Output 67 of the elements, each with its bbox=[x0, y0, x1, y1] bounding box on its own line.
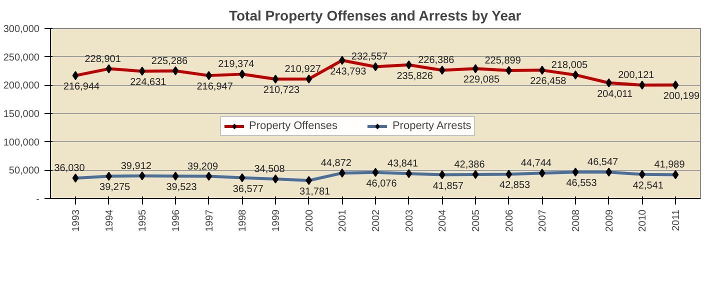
y-tick-label: 50,000 bbox=[8, 166, 40, 177]
data-label: 36,577 bbox=[232, 184, 264, 195]
data-label: 226,386 bbox=[418, 55, 455, 66]
data-label: 224,631 bbox=[130, 77, 167, 88]
data-label: 226,458 bbox=[530, 76, 567, 88]
x-tick-label: 2002 bbox=[371, 209, 382, 232]
data-label: 42,541 bbox=[632, 180, 664, 192]
y-tick-label: - bbox=[36, 194, 40, 205]
x-tick-label: 1998 bbox=[238, 209, 249, 232]
x-tick-label: 2001 bbox=[338, 209, 349, 232]
x-tick-label: 2007 bbox=[538, 209, 549, 232]
x-tick-label: 2006 bbox=[504, 209, 516, 232]
x-tick-label: 1999 bbox=[271, 209, 282, 232]
data-label: 39,275 bbox=[100, 182, 131, 194]
data-label: 43,841 bbox=[388, 158, 419, 170]
x-tick-label: 2011 bbox=[671, 209, 682, 232]
data-label: 210,927 bbox=[284, 64, 322, 75]
chart-title: Total Property Offenses and Arrests by Year bbox=[228, 8, 522, 24]
x-tick-label: 1996 bbox=[171, 209, 182, 232]
data-label: 42,853 bbox=[500, 180, 531, 192]
data-label: 218,005 bbox=[551, 60, 588, 71]
data-label: 44,744 bbox=[520, 158, 552, 170]
x-tick-label: 2009 bbox=[604, 209, 616, 232]
x-tick-label: 2004 bbox=[438, 209, 449, 232]
data-label: 232,557 bbox=[351, 52, 388, 63]
data-label: 46,547 bbox=[588, 157, 619, 168]
data-label: 225,286 bbox=[151, 56, 188, 67]
data-label: 235,826 bbox=[396, 70, 434, 82]
data-label: 31,781 bbox=[300, 186, 331, 198]
data-label: 200,121 bbox=[618, 70, 655, 82]
x-tick-label: 1993 bbox=[71, 209, 82, 232]
data-label: 200,199 bbox=[663, 91, 700, 102]
data-label: 39,912 bbox=[120, 160, 152, 172]
data-label: 46,553 bbox=[566, 178, 598, 190]
data-label: 243,793 bbox=[330, 66, 367, 78]
data-label: 216,947 bbox=[196, 82, 234, 93]
data-label: 41,989 bbox=[654, 160, 686, 171]
y-tick-label: 200,000 bbox=[3, 80, 40, 92]
data-label: 34,508 bbox=[254, 164, 286, 175]
data-label: 46,076 bbox=[366, 178, 398, 190]
x-tick-label: 1994 bbox=[104, 209, 116, 232]
x-tick-label: 2010 bbox=[638, 209, 649, 232]
data-label: 219,374 bbox=[218, 59, 255, 70]
x-tick-label: 1995 bbox=[138, 209, 149, 232]
data-label: 229,085 bbox=[463, 74, 500, 86]
data-label: 216,944 bbox=[63, 82, 100, 93]
y-tick-label: 250,000 bbox=[3, 52, 40, 64]
data-label: 36,030 bbox=[54, 163, 86, 174]
data-label: 39,209 bbox=[188, 161, 219, 172]
x-tick-label: 1997 bbox=[204, 209, 216, 232]
x-tick-label: 2005 bbox=[471, 209, 482, 232]
x-tick-label: 2000 bbox=[304, 209, 316, 232]
legend-label: Property Offenses bbox=[249, 120, 338, 132]
data-label: 42,386 bbox=[454, 159, 486, 170]
y-tick-label: 150,000 bbox=[3, 109, 40, 120]
data-label: 225,899 bbox=[484, 55, 522, 66]
x-tick-label: 2008 bbox=[571, 209, 582, 232]
legend-label: Property Arrests bbox=[392, 120, 472, 132]
x-tick-label: 2003 bbox=[404, 209, 416, 232]
data-label: 44,872 bbox=[320, 158, 352, 170]
data-label: 210,723 bbox=[263, 85, 300, 96]
data-label: 204,011 bbox=[597, 88, 633, 100]
data-label: 39,523 bbox=[166, 182, 198, 194]
y-tick-label: 300,000 bbox=[3, 24, 40, 35]
data-label: 228,901 bbox=[84, 54, 122, 65]
data-label: 41,857 bbox=[432, 180, 464, 192]
y-tick-label: 100,000 bbox=[3, 137, 40, 148]
